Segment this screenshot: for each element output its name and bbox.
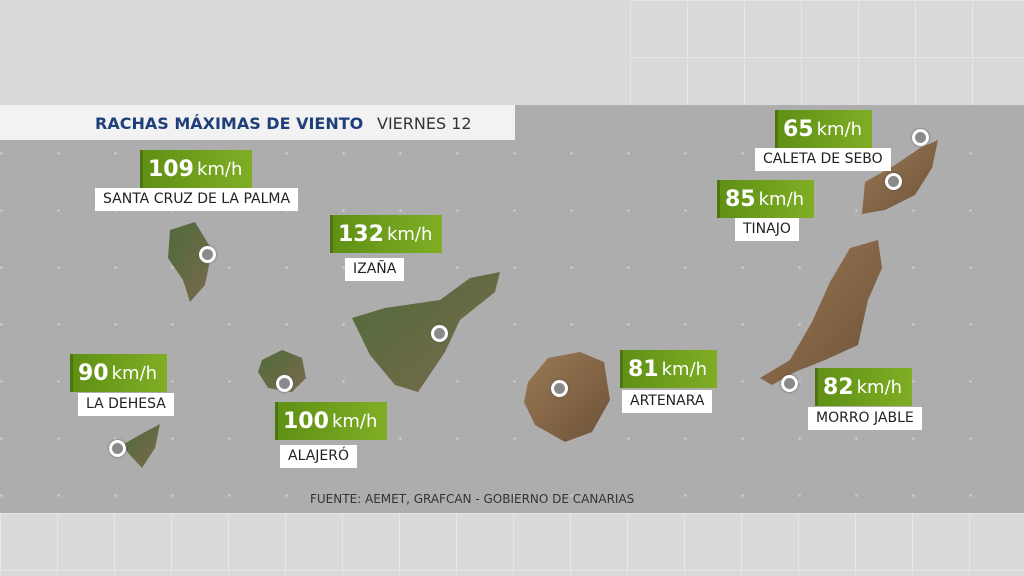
wind-value: 132 [338,221,384,247]
station-name: MORRO JABLE [808,407,922,430]
value-badge: 109 km/h [140,150,253,188]
la-gomera [258,350,306,392]
la-palma [168,222,212,302]
unit: km/h [196,158,243,180]
station-name: ALAJERÓ [280,445,357,468]
tenerife [352,272,500,392]
wind-value: 85 [725,186,756,212]
title-bar [0,105,515,140]
title: RACHAS MÁXIMAS DE VIENTO [95,114,364,133]
station-name: ARTENARA [622,390,713,413]
location-pin [109,440,126,457]
station-name: SANTA CRUZ DE LA PALMA [95,188,299,211]
wind-value: 81 [628,356,659,382]
wind-value: 109 [148,156,194,182]
unit: km/h [111,362,158,384]
value-badge: 132 km/h [330,215,443,253]
value-badge: 81 km/h [620,350,718,388]
location-pin [912,129,929,146]
fuerteventura [760,240,882,385]
wind-value: 100 [283,408,329,434]
station-name: CALETA DE SEBO [755,148,891,171]
wind-value: 90 [78,360,109,386]
unit: km/h [331,410,378,432]
gran-canaria [524,352,610,442]
unit: km/h [856,376,903,398]
station-name: TINAJO [735,218,799,241]
location-pin [885,173,902,190]
wind-value: 65 [783,116,814,142]
location-pin [276,375,293,392]
wind-value: 82 [823,374,854,400]
value-badge: 65 km/h [775,110,873,148]
value-badge: 100 km/h [275,402,388,440]
station-name: LA DEHESA [78,393,174,416]
grid-decoration [630,0,1024,105]
location-pin [199,246,216,263]
value-badge: 85 km/h [717,180,815,218]
grid-decoration [0,513,1024,576]
location-pin [551,380,568,397]
el-hierro [122,424,160,468]
unit: km/h [816,118,863,140]
unit: km/h [661,358,708,380]
subtitle: VIERNES 12 [377,114,472,133]
location-pin [431,325,448,342]
value-badge: 90 km/h [70,354,168,392]
unit: km/h [758,188,805,210]
source: FUENTE: AEMET, GRAFCAN - GOBIERNO DE CAN… [310,492,635,506]
value-badge: 82 km/h [815,368,913,406]
location-pin [781,375,798,392]
station-name: IZAÑA [345,258,405,281]
unit: km/h [386,223,433,245]
